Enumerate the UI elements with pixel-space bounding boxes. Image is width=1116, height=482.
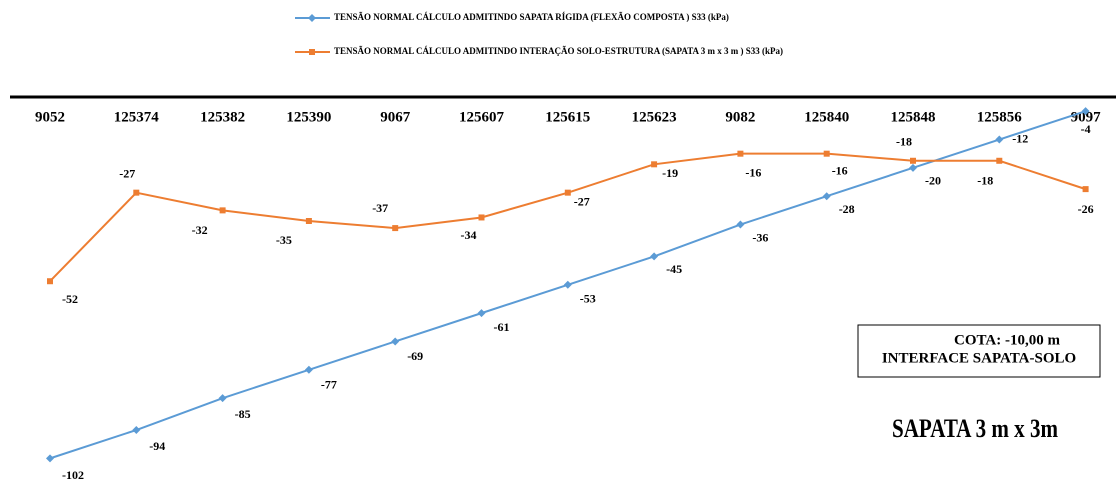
legend-label: TENSÃO NORMAL CÁLCULO ADMITINDO SAPATA R… xyxy=(334,12,729,22)
x-tick-label: 9052 xyxy=(35,109,65,125)
marker xyxy=(478,214,485,221)
data-label: -36 xyxy=(752,230,768,244)
data-label: -16 xyxy=(832,163,848,177)
marker xyxy=(996,157,1003,164)
marker xyxy=(910,157,916,164)
data-label: -20 xyxy=(925,174,941,188)
marker xyxy=(736,220,745,229)
x-tick-label: 125607 xyxy=(459,109,505,125)
data-label: -45 xyxy=(666,262,682,276)
x-tick-label: 125856 xyxy=(977,109,1023,125)
marker xyxy=(133,189,140,196)
data-label: -85 xyxy=(235,407,251,421)
data-label: -102 xyxy=(62,468,84,482)
data-label: -35 xyxy=(276,233,292,247)
data-label: -94 xyxy=(149,439,165,453)
marker xyxy=(304,365,313,374)
data-label: -18 xyxy=(896,135,912,149)
marker xyxy=(132,426,141,435)
marker xyxy=(308,14,316,22)
data-label: -19 xyxy=(662,166,678,180)
marker xyxy=(1081,107,1090,116)
marker xyxy=(47,278,53,285)
x-tick-label: 125382 xyxy=(200,109,245,125)
marker xyxy=(477,309,486,318)
annotation: COTA: -10,00 m xyxy=(954,332,1060,348)
marker xyxy=(46,454,54,463)
data-label: -37 xyxy=(372,201,388,215)
marker xyxy=(823,150,830,157)
x-tick-label: 125390 xyxy=(286,109,331,125)
marker xyxy=(305,218,312,224)
data-label: -53 xyxy=(580,292,596,306)
data-label: -26 xyxy=(1078,202,1094,216)
marker xyxy=(563,280,572,289)
marker xyxy=(995,135,1004,144)
x-tick-label: 125623 xyxy=(632,109,677,125)
data-label: -34 xyxy=(461,228,477,242)
marker xyxy=(651,161,658,168)
data-label: -12 xyxy=(1012,131,1028,145)
marker xyxy=(218,394,227,403)
marker xyxy=(822,192,831,201)
data-label: -27 xyxy=(119,166,135,180)
marker xyxy=(737,150,744,157)
marker xyxy=(392,225,399,232)
marker xyxy=(1082,186,1089,193)
data-label: -52 xyxy=(62,292,78,306)
data-label: -16 xyxy=(745,165,761,179)
marker xyxy=(909,163,917,172)
data-label: -61 xyxy=(494,320,510,334)
data-label: -27 xyxy=(574,194,590,208)
x-tick-label: 125615 xyxy=(545,109,590,125)
marker xyxy=(219,207,226,214)
data-label: -77 xyxy=(321,378,337,392)
data-label: -69 xyxy=(407,349,423,363)
annotation-box xyxy=(857,324,1101,378)
data-label: -32 xyxy=(192,223,208,237)
data-label: -28 xyxy=(839,202,855,216)
marker xyxy=(564,189,571,196)
x-tick-label: 9067 xyxy=(380,109,411,125)
data-label: -18 xyxy=(977,174,993,188)
marker xyxy=(309,49,315,55)
data-label: -4 xyxy=(1081,122,1091,136)
x-tick-label: 125374 xyxy=(114,109,160,125)
marker xyxy=(391,337,400,346)
annotation: SAPATA 3 m x 3m xyxy=(892,414,1058,443)
marker xyxy=(650,252,659,261)
legend-label: TENSÃO NORMAL CÁLCULO ADMITINDO INTERAÇÃ… xyxy=(334,46,783,56)
x-tick-label: 9082 xyxy=(725,109,755,125)
x-tick-label: 125848 xyxy=(891,109,936,125)
annotation: INTERFACE SAPATA-SOLO xyxy=(882,350,1076,366)
x-tick-label: 125840 xyxy=(804,109,849,125)
